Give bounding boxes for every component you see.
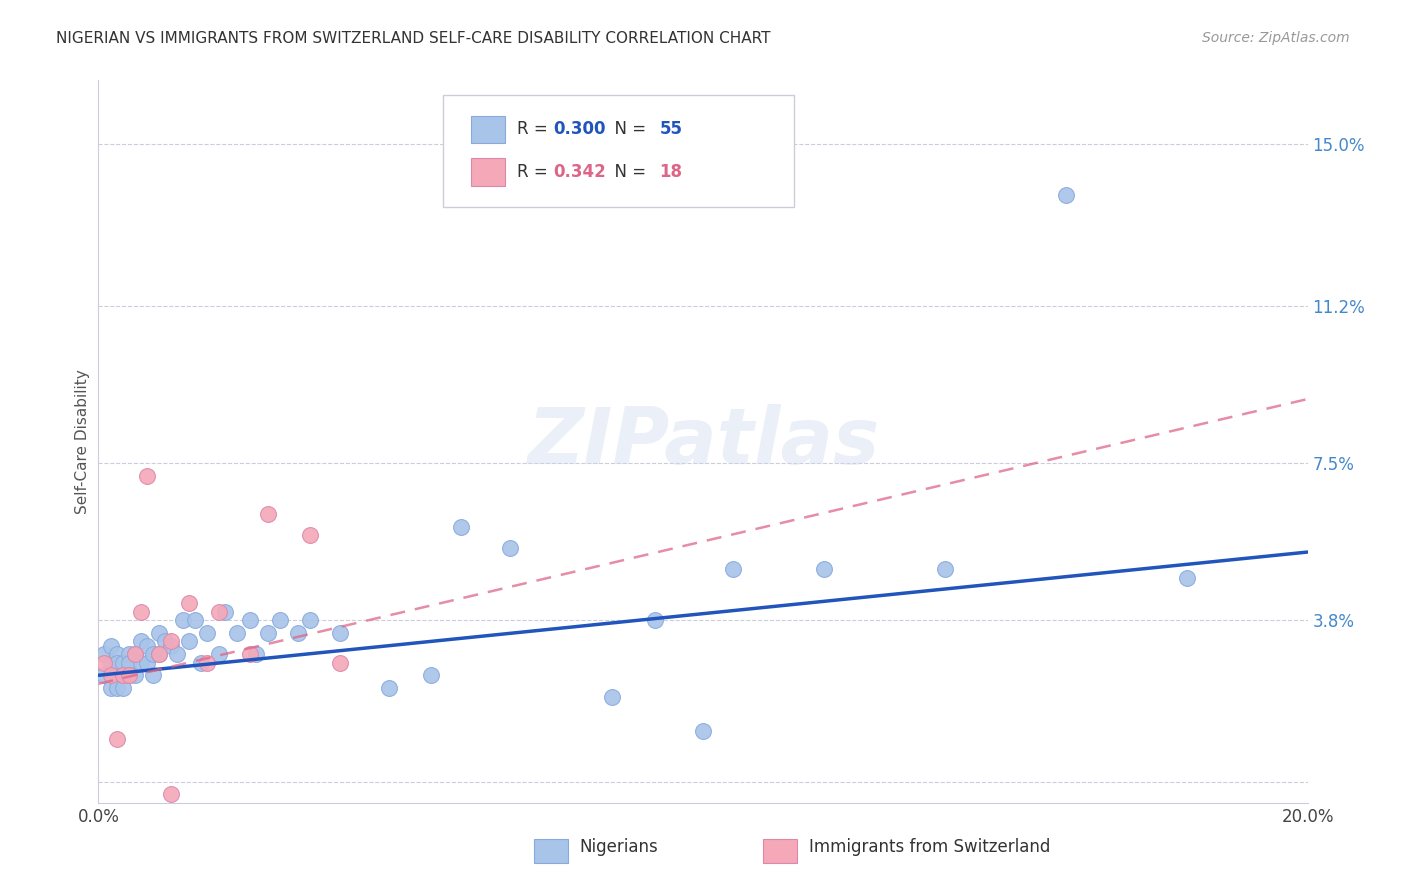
Text: N =: N = [603,163,651,181]
Point [124,647,146,661]
Point [377,681,399,695]
Point [172,613,194,627]
Point [329,656,352,670]
Text: Nigerians: Nigerians [579,838,658,855]
Point [135,656,157,670]
Text: 0.342: 0.342 [553,163,606,181]
Point [124,668,146,682]
Text: 55: 55 [659,120,682,138]
Point [135,639,157,653]
Bar [471,116,505,143]
Point [93,668,115,682]
Point [208,647,231,661]
Point [269,613,291,627]
Point [160,634,183,648]
Point [299,528,322,542]
Point [602,690,624,704]
Point [195,656,218,670]
Point [111,668,134,682]
Text: 0.300: 0.300 [553,120,606,138]
Point [692,723,714,738]
Point [100,639,122,653]
Point [329,625,352,640]
Point [256,507,278,521]
Point [105,681,128,695]
Point [111,668,134,682]
Bar [763,839,797,863]
Point [148,647,170,661]
Point [148,647,170,661]
Text: NIGERIAN VS IMMIGRANTS FROM SWITZERLAND SELF-CARE DISABILITY CORRELATION CHART: NIGERIAN VS IMMIGRANTS FROM SWITZERLAND … [56,31,770,46]
Point [100,656,122,670]
Text: Immigrants from Switzerland: Immigrants from Switzerland [810,838,1050,855]
Point [100,668,122,682]
Point [420,668,443,682]
Y-axis label: Self-Care Disability: Self-Care Disability [75,369,90,514]
Point [195,625,218,640]
Point [160,787,183,801]
Point [135,468,157,483]
Point [142,647,165,661]
Point [1175,570,1198,584]
Point [184,613,207,627]
Point [934,562,956,576]
Point [166,647,188,661]
Point [129,634,152,648]
Point [111,656,134,670]
Point [214,605,236,619]
Text: R =: R = [517,163,553,181]
Bar [471,159,505,186]
Point [208,605,231,619]
Point [239,613,262,627]
Point [226,625,249,640]
Point [179,596,201,610]
Point [124,647,146,661]
Point [111,681,134,695]
FancyBboxPatch shape [443,95,793,207]
Point [813,562,835,576]
Text: Source: ZipAtlas.com: Source: ZipAtlas.com [1202,31,1350,45]
Text: N =: N = [603,120,651,138]
Point [129,605,152,619]
Point [93,647,115,661]
Point [118,668,141,682]
Point [287,625,309,640]
Point [118,656,141,670]
Point [153,634,176,648]
Point [299,613,322,627]
Text: ZIPatlas: ZIPatlas [527,403,879,480]
Point [105,647,128,661]
Point [190,656,212,670]
Bar [534,839,568,863]
Point [93,656,115,670]
Point [450,519,472,533]
Point [118,668,141,682]
Point [245,647,267,661]
Point [256,625,278,640]
Point [498,541,520,555]
Point [644,613,666,627]
Point [160,639,183,653]
Point [100,681,122,695]
Point [723,562,745,576]
Text: R =: R = [517,120,553,138]
Point [105,732,128,747]
Point [129,656,152,670]
Point [148,625,170,640]
Point [105,656,128,670]
Point [142,668,165,682]
Point [179,634,201,648]
Point [118,647,141,661]
Text: 18: 18 [659,163,682,181]
Point [1054,188,1077,202]
Point [239,647,262,661]
Point [105,668,128,682]
